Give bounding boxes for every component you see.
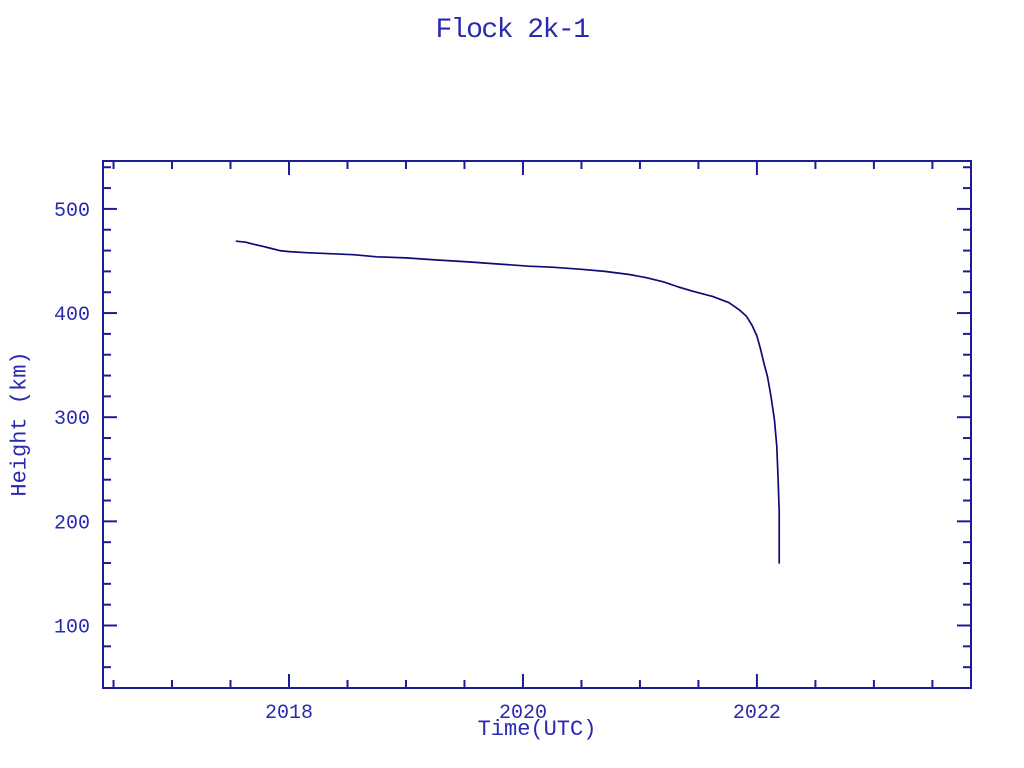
x-tick-label: 2020 [499, 702, 547, 725]
y-tick-label: 400 [54, 304, 90, 327]
height-curve [235, 240, 781, 564]
x-tick-label: 2022 [733, 702, 781, 725]
x-tick-label: 2018 [265, 702, 313, 725]
y-tick-label: 300 [54, 408, 90, 431]
chart-title: Flock 2k-1 [435, 15, 590, 46]
plot-frame [102, 160, 972, 689]
y-tick-label: 200 [54, 512, 90, 535]
y-tick-label: 100 [54, 617, 90, 640]
x-axis-label: Time(UTC) [477, 717, 597, 742]
y-tick-label: 500 [54, 200, 90, 223]
